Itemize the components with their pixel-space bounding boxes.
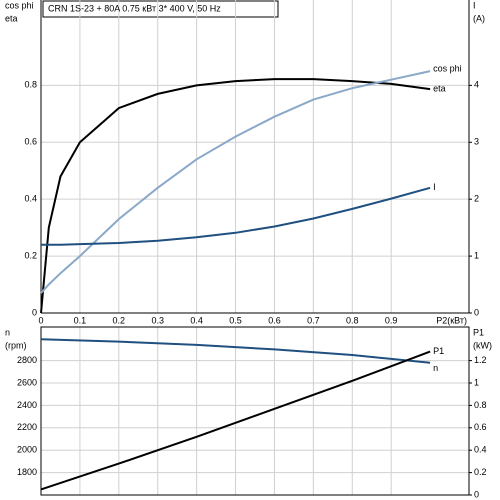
x-tick-label: 0.8 <box>346 315 359 325</box>
y2-tick-label: 1.2 <box>474 355 487 365</box>
y2-axis-label: I <box>473 0 476 10</box>
y2-tick-label: 0.8 <box>474 400 487 410</box>
y2-axis-label: (kW) <box>473 340 492 350</box>
y-tick-label: 0.8 <box>24 80 37 90</box>
y-tick-label: 2000 <box>17 445 37 455</box>
chart-title: CRN 1S-23 + 80A 0.75 кВт 3* 400 V, 50 Hz <box>48 3 221 13</box>
y2-tick-label: 0 <box>474 307 479 317</box>
y-axis-label: (rpm) <box>5 340 27 350</box>
y2-tick-label: 0 <box>474 489 479 499</box>
y-tick-label: 1800 <box>17 467 37 477</box>
series-line <box>41 186 431 246</box>
x-tick-label: 0.2 <box>113 315 126 325</box>
series-label: cos phi <box>433 64 462 74</box>
series-line <box>40 70 431 294</box>
x-tick-label: 0.4 <box>190 315 203 325</box>
y2-tick-label: 1 <box>474 377 479 387</box>
y-axis-label: cos phi <box>5 0 34 10</box>
y2-tick-label: 3 <box>474 137 479 147</box>
y-tick-label: 2600 <box>17 377 37 387</box>
y-tick-label: 0.4 <box>24 194 37 204</box>
y2-tick-label: 2 <box>474 194 479 204</box>
y2-tick-label: 4 <box>474 80 479 90</box>
series-line <box>40 350 431 491</box>
title-box <box>42 0 279 18</box>
x-tick-label: 0 <box>38 315 43 325</box>
series-label: P1 <box>433 346 444 356</box>
series-label: I <box>433 182 436 192</box>
y-tick-label: 2200 <box>17 422 37 432</box>
y2-tick-label: 0.6 <box>474 422 487 432</box>
series-line <box>40 78 431 314</box>
y2-tick-label: 0.4 <box>474 445 487 455</box>
plot-frame <box>40 326 470 496</box>
y-axis-label: n <box>5 327 10 337</box>
x-tick-label: 0.1 <box>74 315 87 325</box>
x-axis-label: P2(кВт) <box>436 315 467 325</box>
y-tick-label: 0.2 <box>24 250 37 260</box>
x-tick-label: 0.5 <box>229 315 242 325</box>
y-tick-label: 0 <box>32 307 37 317</box>
x-tick-label: 0.6 <box>268 315 281 325</box>
y-tick-label: 2800 <box>17 355 37 365</box>
y2-axis-label: (A) <box>473 13 485 23</box>
y-axis-label: eta <box>5 13 18 23</box>
y2-axis-label: P1 <box>473 327 484 337</box>
x-tick-label: 0.7 <box>307 315 320 325</box>
y-tick-label: 2400 <box>17 400 37 410</box>
x-tick-label: 0.3 <box>151 315 164 325</box>
series-label: eta <box>433 83 446 93</box>
x-tick-label: 0.9 <box>385 315 398 325</box>
series-label: n <box>433 363 438 373</box>
series-line <box>40 338 431 364</box>
y2-tick-label: 1 <box>474 250 479 260</box>
y-tick-label: 0.6 <box>24 137 37 147</box>
y2-tick-label: 0.2 <box>474 467 487 477</box>
